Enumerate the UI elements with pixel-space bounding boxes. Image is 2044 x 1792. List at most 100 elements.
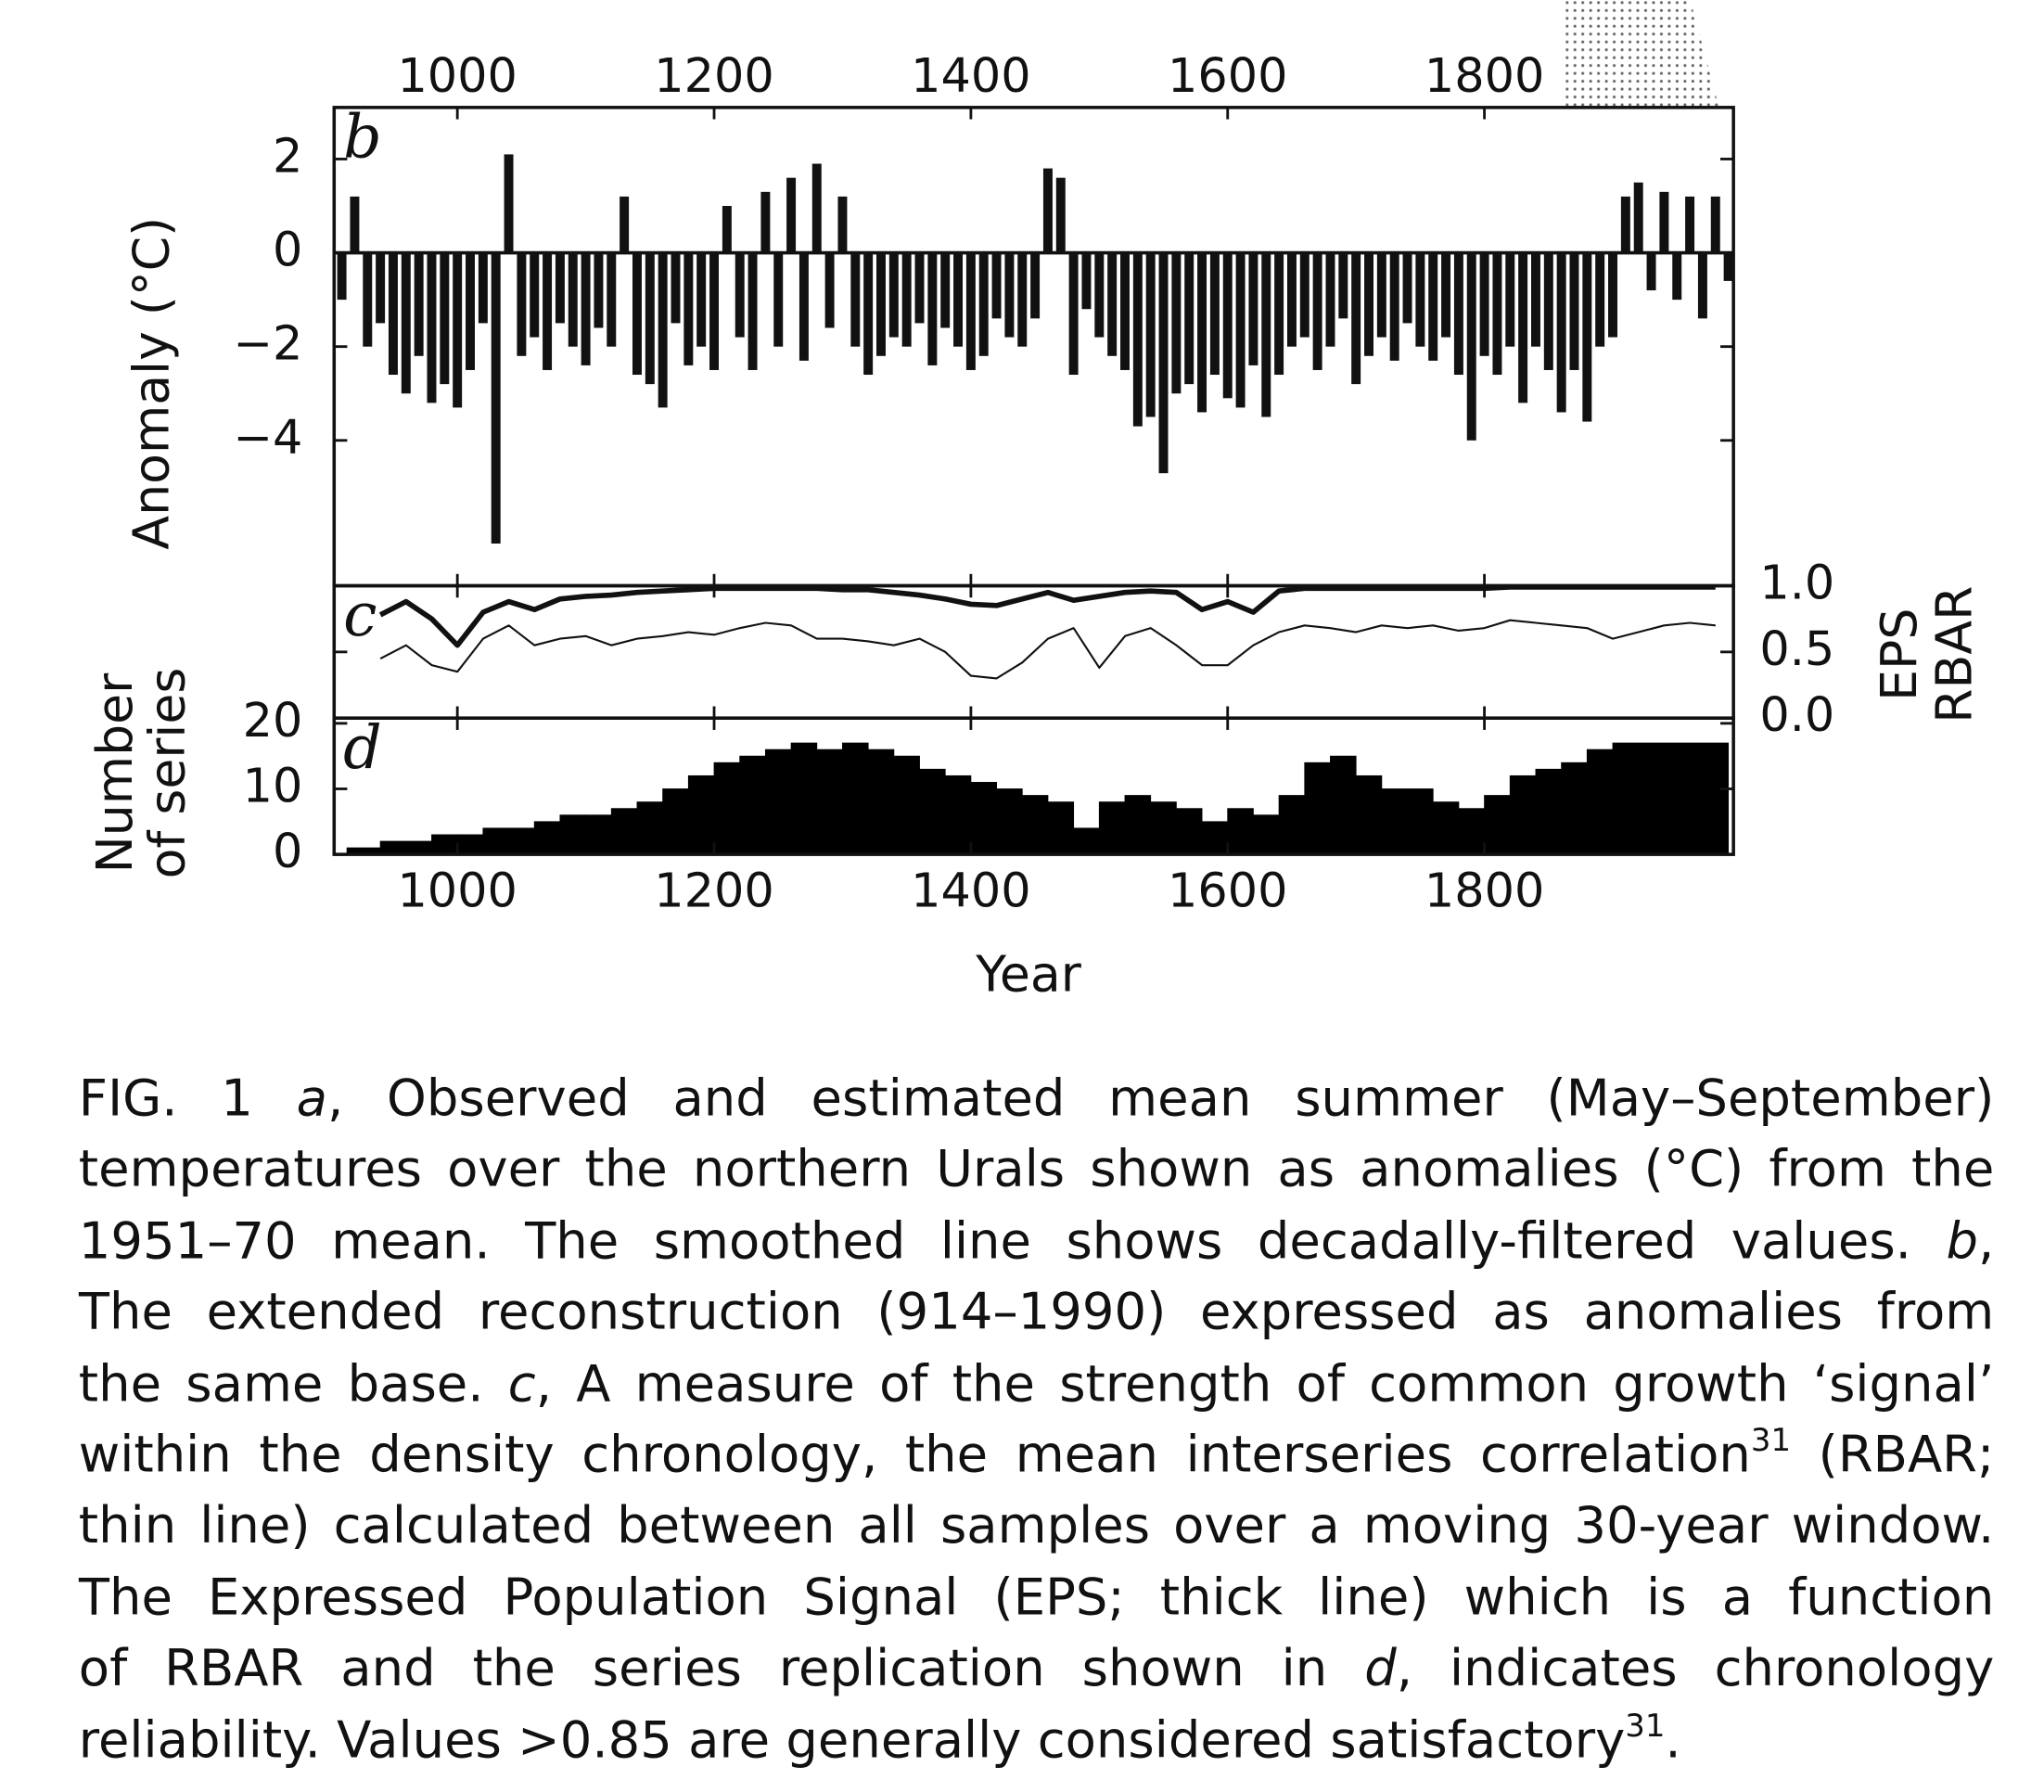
caption-line: thin line) calculated between all sample… (79, 1491, 1995, 1563)
caption: FIG. 1 a, Observed and estimated mean su… (79, 1064, 1995, 1776)
y-tick-label: 10 (243, 759, 303, 813)
caption-text: a (296, 1069, 327, 1129)
series-count-bar (816, 749, 843, 855)
anomaly-bar (517, 252, 527, 356)
anomaly-bar (568, 252, 578, 347)
y-tick-label: 0.0 (1759, 687, 1834, 742)
y-tick-label: −4 (233, 410, 302, 465)
x-tick-label: 1600 (1168, 48, 1287, 103)
x-axis-label: Year (975, 945, 1082, 1004)
series-count-bar (893, 755, 920, 855)
anomaly-bar (1389, 252, 1399, 361)
caption-text: 31 (1750, 1421, 1792, 1459)
anomaly-bar (786, 177, 797, 253)
anomaly-bar (1274, 252, 1284, 376)
anomaly-bar (543, 252, 553, 370)
anomaly-bar (1171, 252, 1182, 394)
anomaly-bar (1107, 252, 1118, 356)
anomaly-bar (1261, 252, 1271, 417)
caption-text: , A measure of the strength of common gr… (535, 1354, 1995, 1414)
caption-line: the same base. c, A measure of the stren… (79, 1350, 1995, 1421)
x-tick-label: 1000 (397, 48, 517, 103)
anomaly-bar (978, 252, 989, 356)
anomaly-bar (1364, 252, 1373, 356)
series-count-bar (636, 801, 664, 855)
anomaly-bar (1376, 252, 1386, 338)
caption-text: The extended reconstruction (914–1990) e… (78, 1283, 1995, 1342)
series-count-bar (1715, 742, 1730, 855)
anomaly-bar (1415, 252, 1425, 347)
anomaly-bar (388, 252, 398, 376)
anomaly-bar (696, 252, 707, 347)
anomaly-bar (555, 252, 565, 324)
y-tick-label: 0 (273, 223, 302, 277)
series-label: EPS (1870, 608, 1928, 701)
anomaly-bar (1325, 252, 1335, 347)
anomaly-bar (1595, 252, 1605, 347)
series-line (379, 619, 1716, 680)
panel-frame (332, 716, 1735, 856)
anomaly-bar (798, 252, 809, 361)
anomaly-bar (1222, 252, 1233, 399)
caption-text: c (507, 1354, 536, 1414)
anomaly-bar (363, 252, 373, 347)
anomaly-bar (888, 252, 899, 338)
anomaly-bar (901, 252, 912, 347)
caption-box: FIG. 1 a, Observed and estimated mean su… (79, 1064, 1995, 1776)
series-count-bar (1021, 795, 1049, 855)
anomaly-bar (1055, 177, 1066, 253)
anomaly-bar (1608, 252, 1618, 338)
anomaly-bar (1184, 252, 1194, 385)
caption-line: temperatures over the northern Urals sho… (79, 1135, 1995, 1207)
series-count-bar (1689, 742, 1717, 855)
anomaly-bar (1620, 196, 1630, 253)
caption-text: . (1665, 1710, 1681, 1771)
series-count-bar (1612, 742, 1640, 855)
anomaly-bar (453, 252, 463, 408)
caption-text: FIG. 1 (78, 1069, 297, 1129)
anomaly-bar (1518, 252, 1528, 403)
anomaly-bar (1710, 196, 1720, 253)
anomaly-bar (965, 252, 976, 370)
anomaly-bar (632, 252, 642, 376)
caption-text: 31 (1625, 1707, 1666, 1744)
series-count-bar (585, 814, 612, 855)
anomaly-bar (1068, 252, 1079, 376)
series-count-bar (1227, 808, 1254, 855)
series-count-bar (1381, 788, 1408, 855)
series-count-bar (1330, 755, 1357, 855)
anomaly-bar (1081, 252, 1092, 310)
series-count-bar (662, 788, 689, 855)
caption-text: of RBAR and the series replication shown… (78, 1639, 1365, 1699)
series-count-bar (431, 834, 458, 855)
anomaly-bar (376, 252, 386, 324)
anomaly-bar (478, 252, 488, 324)
anomaly-bar (1017, 252, 1028, 347)
anomaly-bar (440, 252, 450, 385)
anomaly-bar (1685, 196, 1695, 253)
anomaly-bar (1569, 252, 1579, 370)
series-count-bar (1098, 801, 1126, 855)
caption-text: (RBAR; (1791, 1426, 1995, 1485)
series-count-bar (842, 742, 869, 855)
series-count-bar (1458, 808, 1486, 855)
anomaly-bar (1672, 252, 1682, 301)
series-count-bar (1432, 801, 1460, 855)
anomaly-bar (1299, 252, 1309, 338)
series-count-bar (713, 762, 741, 855)
series-count-bar (1561, 762, 1588, 855)
series-count-bar (1535, 768, 1563, 855)
caption-text: , indicates chronology (1396, 1639, 1995, 1699)
anomaly-bar (1479, 252, 1489, 356)
x-tick-label: 1000 (397, 864, 517, 918)
hatch-decoration (1565, 0, 1719, 108)
series-count-bar (1073, 827, 1100, 855)
panel-label: d (343, 713, 382, 783)
anomaly-bar (337, 252, 347, 301)
series-count-bar (1663, 742, 1691, 855)
caption-line: The Expressed Population Signal (EPS; th… (79, 1563, 1995, 1634)
series-count-bar (1278, 795, 1306, 855)
caption-line: of RBAR and the series replication shown… (79, 1634, 1995, 1706)
series-count-bar (1509, 774, 1537, 855)
y-axis-label: of series (137, 668, 196, 879)
